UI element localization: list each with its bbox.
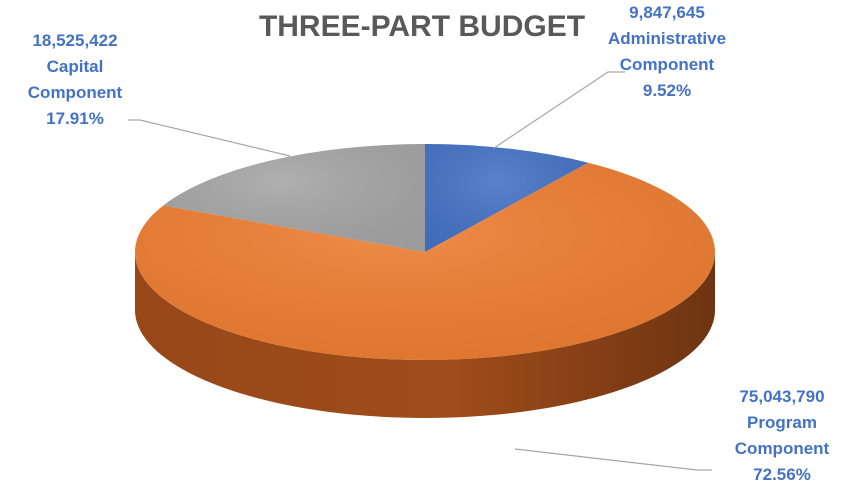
pie-sides — [135, 252, 715, 418]
data-label-administrative-name-2: Component — [620, 55, 715, 74]
chart-title: THREE-PART BUDGET — [259, 10, 585, 43]
slice-shading-program — [134, 162, 715, 360]
leader-lines — [128, 71, 712, 471]
leader-line-program — [514, 448, 712, 471]
data-label-program-value: 75,043,790 — [739, 387, 824, 406]
slice-shading-capital — [163, 144, 425, 252]
data-label-capital-name-2: Component — [28, 83, 123, 102]
leader-line-administrative — [493, 71, 625, 149]
data-labels: 9,847,645 Administrative Component 9.52% 75,… — [28, 3, 830, 484]
data-label-capital-percent: 17.91% — [46, 109, 104, 128]
data-label-program-percent: 72.56% — [753, 465, 811, 484]
data-label-capital-value: 18,525,422 — [32, 31, 117, 50]
data-label-administrative-percent: 9.52% — [643, 81, 691, 100]
slice-side-shading-program — [135, 252, 715, 418]
data-label-capital-name-1: Capital — [47, 57, 104, 76]
data-label-program-name-1: Program — [747, 413, 817, 432]
leader-line-capital — [128, 119, 291, 157]
data-label-administrative-value: 9,847,645 — [629, 3, 705, 22]
data-label-administrative-name-1: Administrative — [608, 29, 726, 48]
slice-shading-administrative — [425, 144, 589, 252]
pie-slices — [134, 144, 715, 360]
data-label-program-name-2: Component — [735, 439, 830, 458]
